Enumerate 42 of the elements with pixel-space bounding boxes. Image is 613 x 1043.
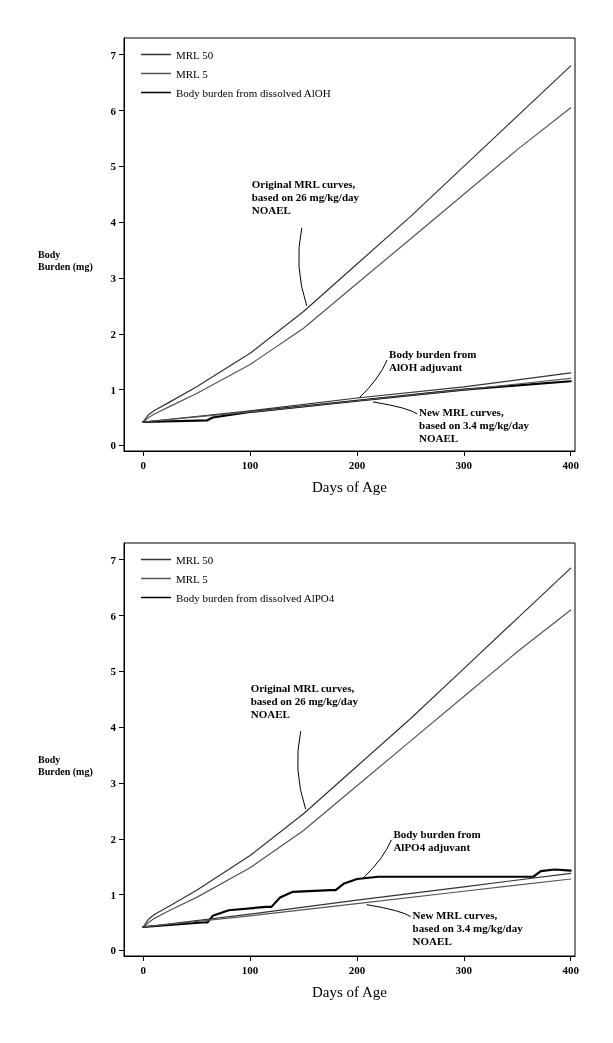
y-tick-label: 1: [110, 383, 116, 396]
x-tick-label: 400: [562, 963, 580, 976]
y-tick-label: 6: [110, 609, 117, 622]
y-tick-label: 0: [110, 439, 117, 452]
x-axis-title: Days of Age: [312, 983, 388, 1000]
y-tick-label: 4: [110, 216, 117, 229]
y-tick-label: 7: [110, 553, 117, 566]
annotation: Original MRL curves, based on 26 mg/kg/day NOAEL: [251, 178, 360, 217]
x-axis-title: Days of Age: [312, 478, 388, 495]
y-tick-label: 1: [110, 888, 116, 901]
annotation: Body burden from AlOH adjuvant: [389, 348, 477, 374]
y-tick-label: 4: [110, 721, 117, 734]
y-tick-label: 5: [110, 665, 117, 678]
annotation: New MRL curves, based on 3.4 mg/kg/day NOAEL: [412, 909, 524, 948]
legend-label: MRL 50: [176, 48, 214, 61]
y-tick-label: 3: [110, 271, 117, 284]
annotation: Body burden from AlPO4 adjuvant: [393, 828, 481, 854]
y-axis-title: Body Burden (mg): [38, 248, 93, 273]
y-tick-label: 5: [110, 160, 117, 173]
x-tick-label: 300: [455, 963, 473, 976]
y-tick-label: 2: [110, 832, 117, 845]
x-tick-label: 400: [562, 458, 580, 471]
annotation: Original MRL curves, based on 26 mg/kg/day NOAEL: [250, 681, 359, 720]
y-tick-label: 0: [110, 944, 117, 957]
x-tick-label: 0: [140, 963, 147, 976]
y-tick-label: 3: [110, 776, 117, 789]
y-axis-title: Body Burden (mg): [38, 753, 93, 778]
legend-label: MRL 50: [176, 553, 214, 566]
legend-label: MRL 5: [176, 572, 209, 585]
legend-label: Body burden from dissolved AlOH: [176, 86, 331, 99]
y-tick-label: 6: [110, 104, 117, 117]
x-tick-label: 100: [241, 963, 259, 976]
legend-label: Body burden from dissolved AlPO4: [176, 591, 335, 604]
x-tick-label: 100: [241, 458, 259, 471]
y-tick-label: 7: [110, 48, 117, 61]
x-tick-label: 300: [455, 458, 473, 471]
legend-label: MRL 5: [176, 67, 209, 80]
x-tick-label: 200: [348, 963, 366, 976]
annotation: New MRL curves, based on 3.4 mg/kg/day NOAEL: [419, 406, 530, 445]
y-tick-label: 2: [110, 327, 117, 340]
x-tick-label: 200: [348, 458, 366, 471]
x-tick-label: 0: [140, 458, 147, 471]
